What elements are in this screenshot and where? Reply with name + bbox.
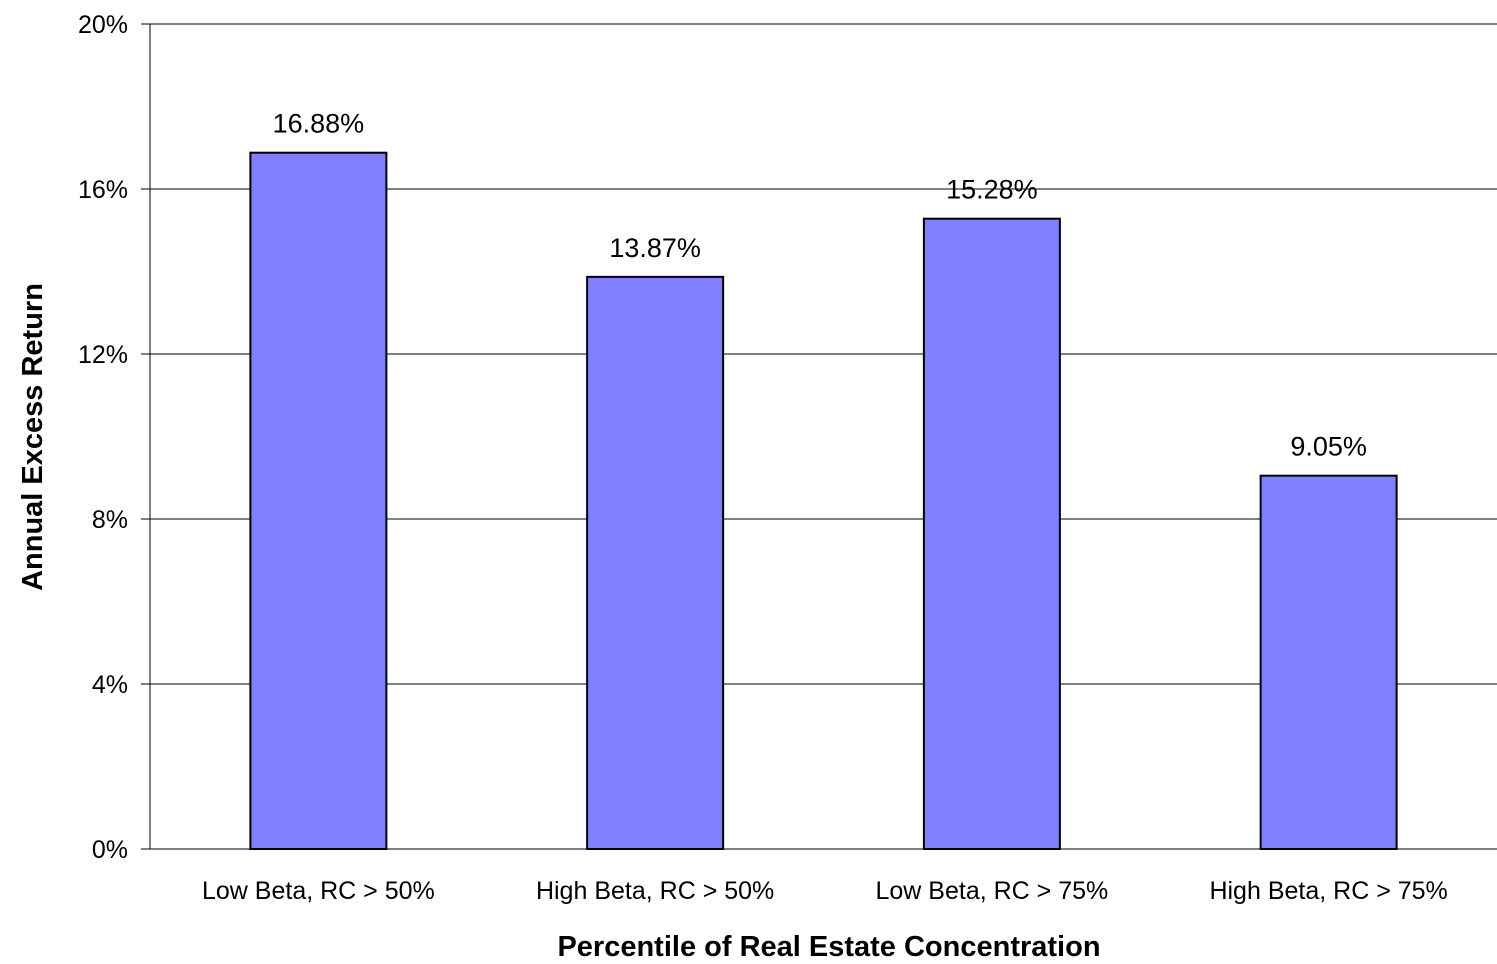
y-tick-label: 16% [78,176,128,204]
data-labels: 16.88% 13.87% 15.28% 9.05% [273,109,1367,462]
y-tick-label: 0% [92,836,128,864]
bar [1259,474,1398,850]
bar-data-label: 15.28% [946,175,1038,205]
x-category-label: High Beta, RC > 75% [1209,877,1447,905]
bar [586,275,725,850]
y-tick-label: 4% [92,671,128,699]
x-category-label: Low Beta, RC > 50% [202,877,435,905]
bar-data-label: 16.88% [273,109,365,139]
y-tick-label: 20% [78,11,128,39]
bar [249,151,388,850]
x-category-labels: Low Beta, RC > 50% High Beta, RC > 50% Low… [202,877,1448,905]
bars [249,151,1398,850]
x-category-label: High Beta, RC > 50% [536,877,774,905]
y-tick-labels: 0% 4% 8% 12% 16% 20% [78,11,128,864]
y-tick-label: 12% [78,341,128,369]
bar-data-label: 9.05% [1290,432,1367,462]
y-tick-label: 8% [92,506,128,534]
axes [141,23,1497,850]
y-axis-title: Annual Excess Return [17,283,49,591]
bar-data-label: 13.87% [609,233,701,263]
x-category-label: Low Beta, RC > 75% [875,877,1108,905]
bar [922,217,1061,850]
x-axis-title: Percentile of Real Estate Concentration [557,931,1100,963]
